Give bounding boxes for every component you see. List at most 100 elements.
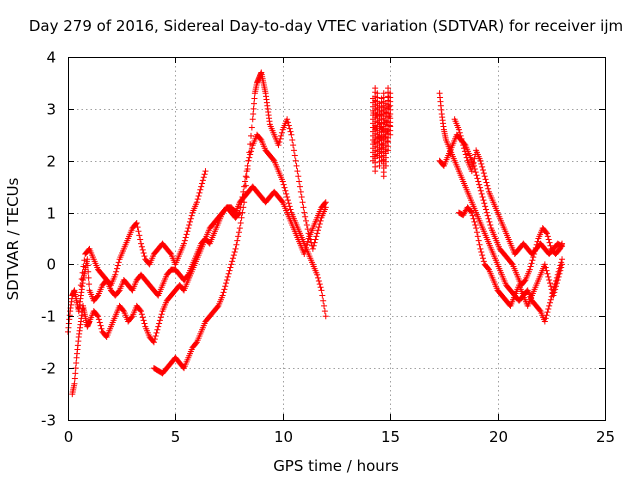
data-point [201,171,208,178]
data-point [301,209,308,216]
x-tick-label: 5 [171,428,181,446]
data-point [554,276,561,283]
data-point [225,270,232,277]
data-point [135,228,142,235]
data-point [138,243,145,250]
data-point [283,190,290,197]
data-point [527,263,534,270]
data-point [240,204,247,211]
data-point [235,210,242,217]
x-tick-label: 20 [489,428,508,446]
data-point [229,258,236,265]
data-point [476,241,483,248]
data-point [544,270,551,277]
data-point [137,236,144,243]
data-point [250,105,257,112]
data-point [487,222,494,229]
data-point [73,359,80,366]
data-point [85,274,92,281]
data-point [556,270,563,277]
data-point [309,245,316,252]
data-point [277,135,284,142]
data-point [300,204,307,211]
data-point [113,268,120,275]
data-point [84,262,91,269]
y-tick-label: -2 [41,360,56,378]
data-point [320,297,327,304]
data-point [199,177,206,184]
data-point [183,231,190,238]
data-point [140,250,147,257]
data-point [545,273,552,280]
y-tick-label: 0 [46,256,56,274]
data-point [236,225,243,232]
data-point [241,178,248,185]
data-point [311,239,318,246]
data-point [292,157,299,164]
data-point [477,157,484,164]
data-point [86,281,93,288]
x-tick-labels: 0 5 10 15 20 25 [64,428,615,446]
data-point [134,224,141,231]
data-point [128,314,135,321]
data-point [547,299,554,306]
data-point [249,116,256,123]
data-point [197,186,204,193]
data-point [541,261,548,268]
data-point [242,173,249,180]
data-point [282,187,289,194]
data-point [84,256,91,263]
data-point [156,320,163,327]
data-point [222,283,229,290]
data-point [385,85,392,92]
data-point [478,190,485,197]
data-point [278,129,285,136]
data-point [291,152,298,159]
data-point [302,213,309,220]
data-point [81,257,88,264]
y-tick-label: 2 [46,153,56,171]
data-point [471,155,478,162]
data-point [226,267,233,274]
data-point [295,173,302,180]
data-point [246,149,253,156]
data-point [468,168,475,175]
data-point [379,126,386,133]
series-9 [455,204,566,309]
data-point [296,183,303,190]
data-point [315,224,322,231]
data-point [138,308,145,315]
data-point [534,238,541,245]
data-point [526,266,533,273]
data-point [304,226,311,233]
data-point [187,215,194,222]
data-point [315,227,322,234]
data-point [79,269,86,276]
data-point [458,135,465,142]
data-point [248,145,255,152]
data-point [284,194,291,201]
data-point [476,181,483,188]
data-point [472,222,479,229]
data-point [136,232,143,239]
data-point [290,142,297,149]
data-point [289,136,296,143]
data-point [462,151,469,158]
data-point [321,308,328,315]
data-point [71,375,78,382]
data-point [469,163,476,170]
series-3 [77,131,329,320]
data-point [235,233,242,240]
data-point [141,253,148,260]
data-point [276,139,283,146]
data-point [248,132,255,139]
data-point [214,303,221,310]
data-point [470,159,477,166]
data-point [474,233,481,240]
data-point [547,296,554,303]
data-point [479,167,486,174]
data-point [553,283,560,290]
data-point [139,314,146,321]
data-point [94,293,101,300]
